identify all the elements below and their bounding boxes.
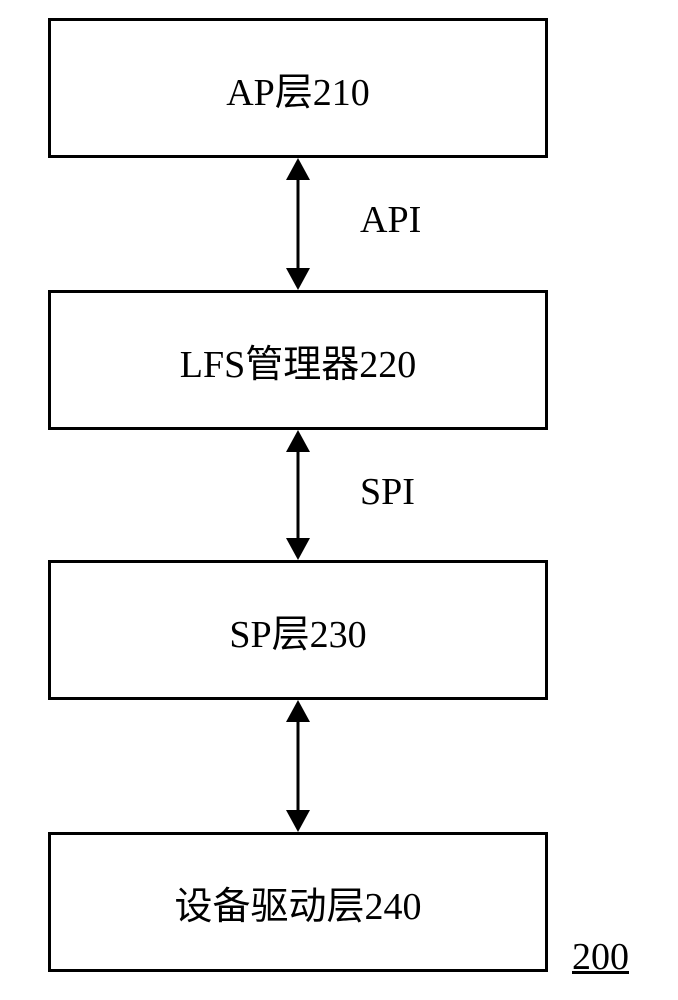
device-driver-box: 设备驱动层240 [48, 832, 548, 972]
spi-label: SPI [360, 470, 415, 514]
lfs-manager-box: LFS管理器220 [48, 290, 548, 430]
sp-layer-label: SP层230 [229, 603, 366, 658]
sp-layer-box: SP层230 [48, 560, 548, 700]
architecture-diagram: AP层210 API LFS管理器220 SPI SP层230 设备驱动层240… [0, 0, 678, 1000]
diagram-number: 200 [572, 935, 629, 979]
arrow-spi [278, 430, 318, 560]
ap-layer-box: AP层210 [48, 18, 548, 158]
arrow-api [278, 158, 318, 290]
ap-layer-label: AP层210 [226, 61, 370, 116]
device-driver-label: 设备驱动层240 [174, 875, 421, 930]
api-label: API [360, 198, 421, 242]
lfs-manager-label: LFS管理器220 [180, 333, 416, 388]
arrow-driver [278, 700, 318, 832]
